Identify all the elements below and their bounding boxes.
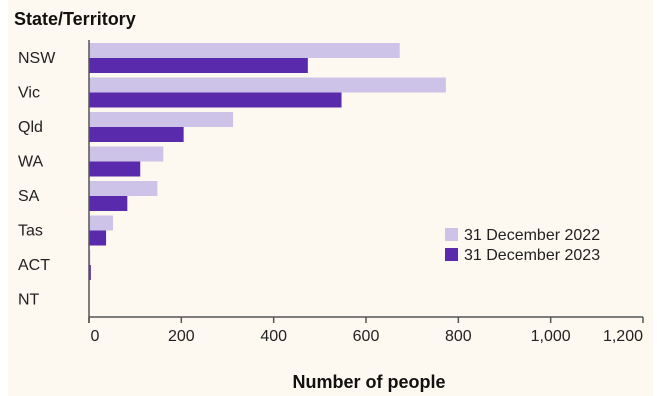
bar-vic-2022 — [89, 77, 446, 93]
x-ticks: 0 200 400 600 800 1,000 1,200 — [88, 317, 644, 345]
bar-wa-2023 — [89, 161, 141, 177]
legend-label-2023: 31 December 2023 — [464, 247, 600, 264]
legend-swatch-2023 — [445, 248, 458, 261]
x-tick-label-1000: 1,000 — [531, 328, 571, 345]
x-tick-label-1200: 1,200 — [603, 328, 643, 345]
category-label-act: ACT — [18, 257, 50, 274]
category-label-wa: WA — [18, 154, 44, 171]
bar-act-2023 — [89, 265, 91, 280]
category-labels: NSW Vic Qld WA SA Tas ACT NT — [18, 50, 56, 309]
category-label-nsw: NSW — [18, 50, 56, 67]
legend-label-2022: 31 December 2022 — [464, 227, 600, 244]
category-label-sa: SA — [18, 188, 40, 205]
bar-sa-2023 — [89, 196, 128, 211]
bar-qld-2023 — [89, 127, 184, 142]
x-tick-label-200: 200 — [168, 328, 195, 345]
bar-wa-2022 — [89, 146, 164, 162]
category-label-tas: Tas — [18, 223, 43, 240]
bar-tas-2023 — [89, 230, 107, 246]
legend-swatch-2022 — [445, 228, 458, 241]
bar-nsw-2022 — [89, 43, 400, 58]
bar-vic-2023 — [89, 92, 342, 108]
x-tick-label-400: 400 — [260, 328, 287, 345]
bar-nsw-2023 — [89, 58, 308, 73]
category-label-nt: NT — [18, 292, 40, 309]
legend: 31 December 2022 31 December 2023 — [445, 227, 600, 264]
bar-tas-2022 — [89, 215, 114, 231]
y-axis-title: State/Territory — [14, 9, 136, 29]
category-label-vic: Vic — [18, 85, 40, 102]
x-tick-label-0: 0 — [91, 328, 100, 345]
x-tick-label-800: 800 — [445, 328, 472, 345]
bar-chart: State/Territory NSW Vic Qld WA SA Tas ACT NT 0 2… — [14, 9, 644, 392]
x-tick-label-600: 600 — [353, 328, 380, 345]
bar-qld-2022 — [89, 112, 234, 127]
bars — [89, 43, 446, 315]
bar-sa-2022 — [89, 181, 158, 196]
x-axis-title: Number of people — [292, 372, 445, 392]
category-label-qld: Qld — [18, 119, 43, 136]
chart-panel: State/Territory NSW Vic Qld WA SA Tas ACT NT 0 2… — [8, 0, 653, 396]
